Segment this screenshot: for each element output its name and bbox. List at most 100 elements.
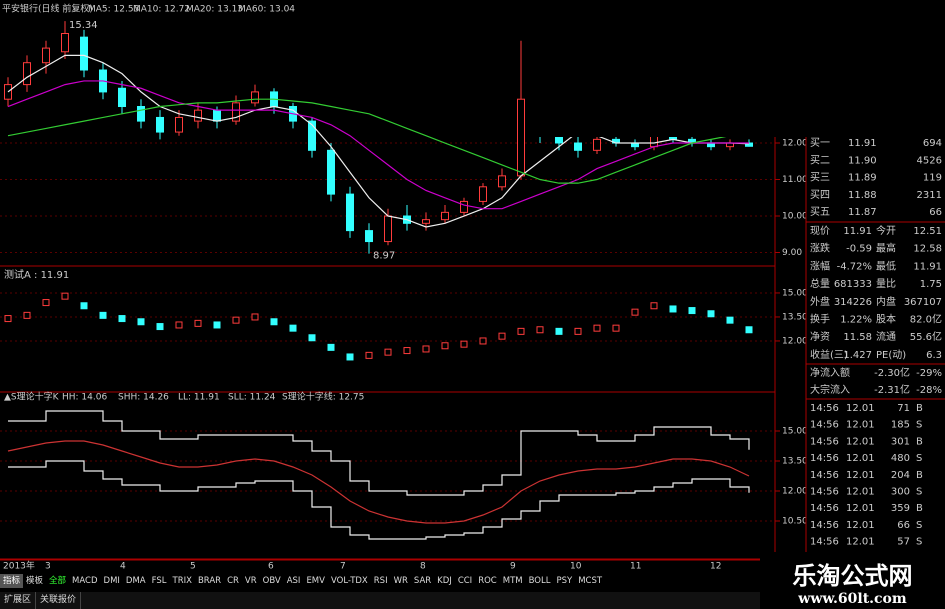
quote-cell: 82.0亿	[910, 313, 942, 326]
cross-line	[7, 440, 750, 524]
quote-cell: 现价	[810, 225, 830, 237]
tab[interactable]: EMV	[306, 576, 325, 586]
tab[interactable]: ASI	[286, 576, 301, 586]
quote-cell: 14:56	[810, 503, 839, 514]
quote-cell: 55.6亿	[910, 330, 942, 343]
quote-cell: 最高	[876, 242, 896, 255]
tab[interactable]: MTM	[502, 576, 523, 586]
y-tick-label: 9.00	[782, 248, 802, 258]
tab[interactable]: 指标	[0, 574, 24, 588]
quote-cell: S	[916, 520, 922, 531]
quote-cell: 301	[891, 436, 910, 447]
tab[interactable]: 模板	[26, 576, 44, 586]
tab[interactable]: BOLL	[528, 576, 551, 586]
quote-cell: PE(动)	[876, 349, 906, 361]
candle-body	[517, 98, 525, 177]
header-ma10: MA10: 12.72	[133, 5, 190, 15]
tab[interactable]: WR	[393, 576, 408, 586]
y-tick-label: 10.00	[782, 212, 808, 222]
header-ma20: MA20: 13.13	[186, 5, 243, 15]
indicator-bar	[270, 318, 278, 326]
quote-cell: 流通	[876, 330, 896, 343]
quote-cell: 4526	[917, 155, 942, 166]
tab[interactable]: CR	[227, 576, 239, 586]
quote-cell: 买五	[810, 206, 830, 218]
indicator-bar	[156, 323, 164, 331]
tab[interactable]: DMA	[125, 576, 146, 586]
quote-cell: 14:56	[810, 520, 839, 531]
watermark-url: www.60lt.com	[798, 591, 907, 607]
quote-cell: 11.58	[843, 332, 872, 343]
tab[interactable]: KDJ	[437, 576, 452, 586]
indicator-bar	[536, 326, 544, 334]
candle-body	[61, 33, 69, 53]
ma5-line	[7, 54, 750, 228]
quote-cell: B	[916, 470, 923, 481]
candle-body	[650, 135, 658, 148]
quote-cell: -0.59	[846, 244, 872, 255]
quote-cell: 66	[929, 207, 942, 218]
quote-cell: 总量	[810, 277, 830, 290]
candle-body	[118, 87, 126, 108]
quote-cell: 12.01	[846, 537, 875, 548]
pane3-sll: SLL: 11.24	[228, 393, 276, 403]
candle-body	[23, 62, 31, 86]
indicator-bar	[517, 327, 525, 335]
quote-cell: 12.01	[846, 420, 875, 431]
candle-body	[4, 84, 12, 100]
candle-body	[460, 200, 468, 213]
tab[interactable]: MACD	[72, 576, 98, 586]
quote-cell: 11.91	[848, 138, 877, 149]
tab[interactable]: CCI	[457, 576, 473, 586]
tab[interactable]: RSI	[373, 576, 388, 586]
quote-cell: 66	[897, 520, 910, 531]
tab[interactable]: 扩展区	[0, 592, 37, 609]
tab[interactable]: MCST	[578, 576, 603, 586]
tab[interactable]: BRAR	[197, 576, 222, 586]
quote-cell: 12.58	[913, 244, 942, 255]
y-tick-label: 15.00	[782, 288, 808, 298]
indicator-bar	[555, 327, 563, 335]
quote-cell: 11.91	[843, 226, 872, 237]
candle-body	[42, 47, 50, 64]
tab[interactable]: ROC	[478, 576, 497, 586]
tab[interactable]: DMI	[103, 576, 120, 586]
quote-cell: 买三	[810, 172, 830, 184]
tab[interactable]: SAR	[413, 576, 432, 586]
quote-cell: 净流入额	[810, 366, 850, 379]
quote-cell: 185	[891, 420, 910, 431]
candle-body	[251, 91, 259, 104]
quote-cell: 14:56	[810, 403, 839, 414]
tab[interactable]: PSY	[556, 576, 573, 586]
quote-cell: 2311	[917, 190, 942, 201]
tab[interactable]: 关联报价	[36, 592, 82, 609]
quote-cell: 14:56	[810, 537, 839, 548]
y-tick-label: 15.00	[782, 427, 808, 437]
indicator-bar	[498, 332, 506, 340]
date-label: 7	[340, 562, 346, 571]
tab[interactable]: VR	[244, 576, 257, 586]
indicator-tabs: 指标 模板 全部 MACD DMI DMA FSL TRIX BRAR CR VR OBV ASI EMV…	[0, 574, 760, 588]
indicator-bar	[460, 340, 468, 348]
candle-body	[213, 109, 221, 122]
quote-cell: 480	[891, 453, 910, 464]
indicator-bar	[4, 315, 12, 323]
candle-body	[232, 102, 240, 122]
high-label: 15.34	[69, 20, 98, 31]
tab[interactable]: OBV	[262, 576, 281, 586]
quote-bg	[806, 137, 945, 557]
low-label: 8.97	[373, 251, 395, 262]
tab[interactable]: 全部	[49, 576, 67, 586]
tab[interactable]: VOL-TDX	[330, 576, 368, 586]
indicator-bar	[194, 319, 202, 327]
indicator-bar	[99, 311, 107, 319]
tab[interactable]: FSL	[151, 576, 167, 586]
quote-cell: -2.30亿	[874, 366, 910, 379]
tab[interactable]: TRIX	[172, 576, 192, 586]
header-title: 平安银行(日线 前复权)	[2, 3, 93, 15]
y-tick-label: 11.00	[782, 175, 808, 185]
date-label: 3	[45, 562, 51, 571]
date-label: 9	[510, 562, 516, 571]
indicator-bar	[61, 292, 69, 300]
quote-cell: 1.427	[843, 350, 872, 361]
